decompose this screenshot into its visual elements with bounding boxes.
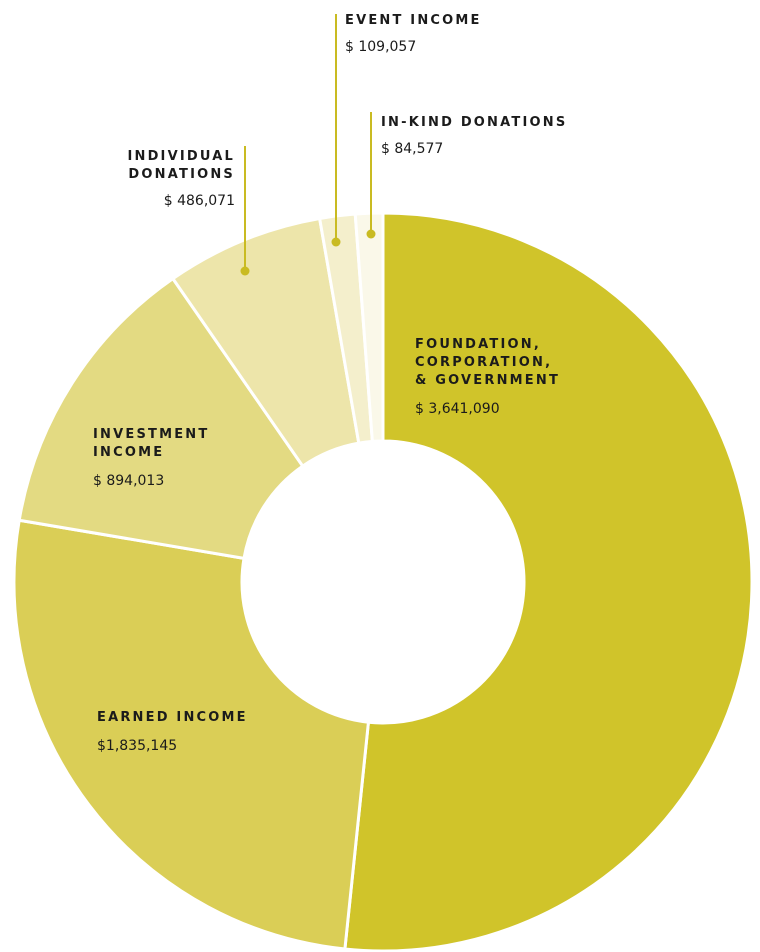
value-foundation: $ 3,641,090: [415, 401, 500, 417]
label-event-income: EVENT INCOME $ 109,057: [345, 13, 482, 55]
slice-foundation-corporation-government: [343, 211, 754, 952]
leader-dot-in-kind-donations: [366, 229, 376, 239]
label-in-kind-donations-line-1: IN-KIND DONATIONS: [381, 115, 567, 130]
label-investment-income: INVESTMENT INCOME $ 894,013: [93, 427, 209, 489]
leader-dot-individual-donations: [240, 266, 250, 276]
callout-leaders: [240, 14, 376, 276]
label-earned-income: EARNED INCOME $1,835,145: [97, 710, 248, 754]
label-investment-income-line-2: INCOME: [93, 445, 164, 460]
label-investment-income-line-1: INVESTMENT: [93, 427, 209, 442]
slice-investment-income: [17, 276, 305, 561]
label-individual-donations: INDIVIDUAL DONATIONS $ 486,071: [127, 149, 235, 209]
label-foundation-line-3: & GOVERNMENT: [415, 373, 560, 388]
label-foundation-line-1: FOUNDATION,: [415, 337, 541, 352]
label-individual-donations-line-1: INDIVIDUAL: [127, 149, 235, 164]
leader-dot-event-income: [331, 237, 341, 247]
slice-in-kind-donations: [353, 211, 385, 444]
label-foundation-line-2: CORPORATION,: [415, 355, 552, 370]
label-event-income-line-1: EVENT INCOME: [345, 13, 482, 28]
value-earned-income: $1,835,145: [97, 738, 177, 754]
label-foundation: FOUNDATION, CORPORATION, & GOVERNMENT $ …: [415, 337, 560, 417]
value-investment-income: $ 894,013: [93, 473, 164, 489]
label-in-kind-donations: IN-KIND DONATIONS $ 84,577: [381, 115, 567, 157]
value-individual-donations: $ 486,071: [164, 193, 235, 209]
label-individual-donations-line-2: DONATIONS: [128, 167, 235, 182]
donut-slices: [12, 211, 754, 952]
label-earned-income-line-1: EARNED INCOME: [97, 710, 248, 725]
slice-earned-income: [12, 518, 371, 951]
value-event-income: $ 109,057: [345, 39, 416, 55]
value-in-kind-donations: $ 84,577: [381, 141, 443, 157]
